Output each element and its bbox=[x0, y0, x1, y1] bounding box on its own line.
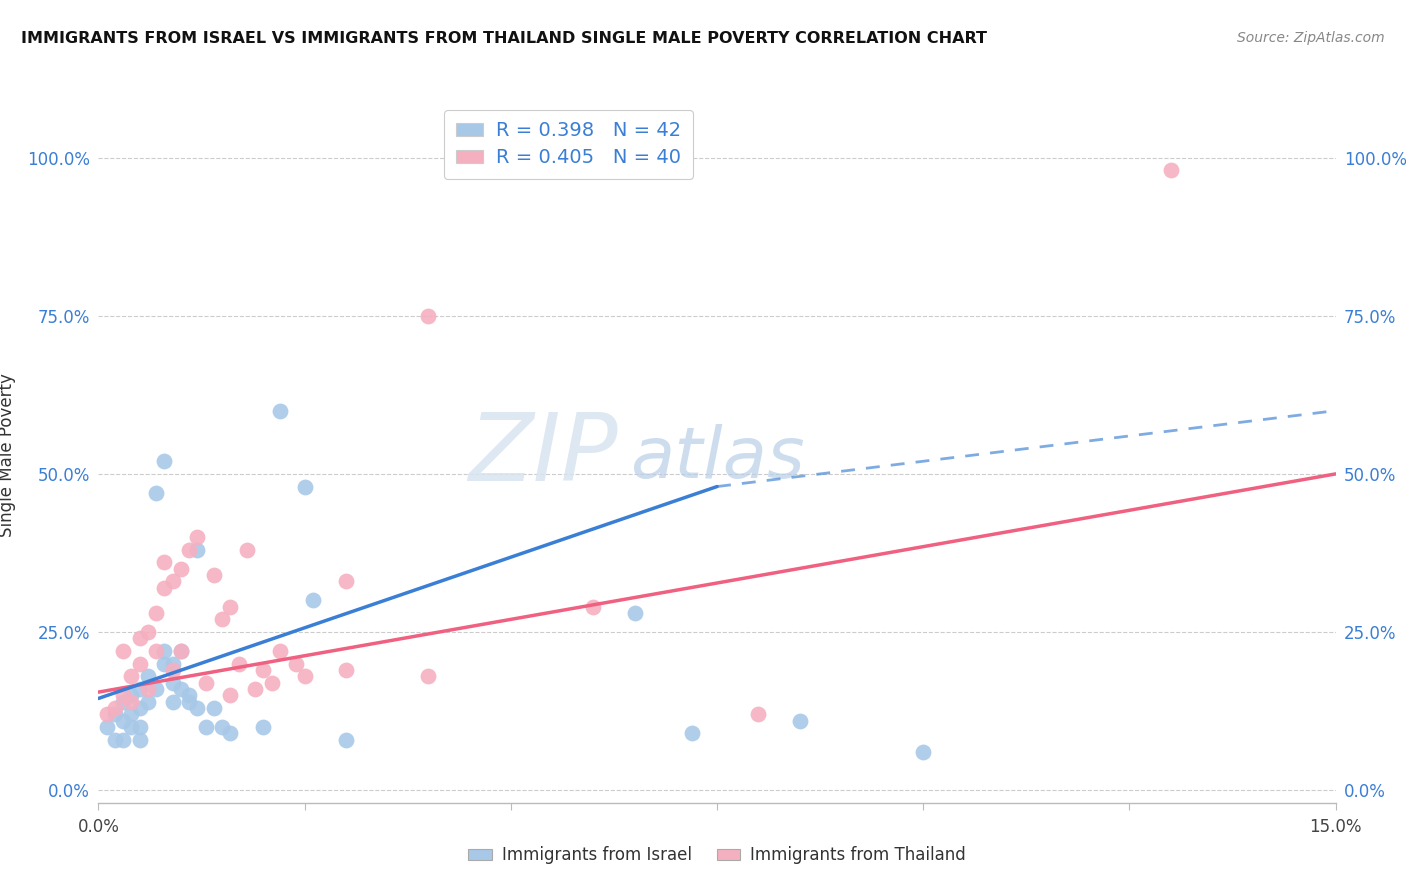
Point bbox=[335, 574, 357, 589]
Point bbox=[153, 644, 176, 658]
Point bbox=[1160, 163, 1182, 178]
Point bbox=[162, 574, 184, 589]
Point bbox=[335, 663, 357, 677]
Point bbox=[252, 663, 274, 677]
Point bbox=[96, 720, 118, 734]
Point bbox=[202, 568, 225, 582]
Point bbox=[128, 657, 150, 671]
Point bbox=[162, 663, 184, 677]
Point bbox=[120, 669, 142, 683]
Point bbox=[302, 593, 325, 607]
Point bbox=[170, 644, 193, 658]
Point bbox=[747, 707, 769, 722]
Legend: Immigrants from Israel, Immigrants from Thailand: Immigrants from Israel, Immigrants from … bbox=[461, 839, 973, 871]
Point bbox=[179, 542, 201, 557]
Point bbox=[128, 732, 150, 747]
Point bbox=[243, 681, 266, 696]
Point bbox=[912, 745, 935, 759]
Point bbox=[269, 644, 291, 658]
Point bbox=[128, 632, 150, 646]
Point bbox=[112, 688, 135, 702]
Point bbox=[335, 732, 357, 747]
Point bbox=[269, 403, 291, 417]
Point bbox=[104, 707, 127, 722]
Point bbox=[145, 681, 167, 696]
Point bbox=[294, 669, 316, 683]
Point bbox=[112, 732, 135, 747]
Point bbox=[145, 486, 167, 500]
Point bbox=[294, 479, 316, 493]
Point bbox=[153, 454, 176, 468]
Text: ZIP: ZIP bbox=[468, 409, 619, 500]
Text: Source: ZipAtlas.com: Source: ZipAtlas.com bbox=[1237, 31, 1385, 45]
Point bbox=[136, 681, 159, 696]
Point bbox=[104, 701, 127, 715]
Point bbox=[418, 669, 440, 683]
Point bbox=[145, 644, 167, 658]
Point bbox=[219, 599, 242, 614]
Point bbox=[96, 707, 118, 722]
Point bbox=[194, 675, 217, 690]
Point bbox=[236, 542, 259, 557]
Point bbox=[145, 606, 167, 620]
Point bbox=[153, 556, 176, 570]
Point bbox=[681, 726, 703, 740]
Point bbox=[582, 599, 605, 614]
Point bbox=[120, 695, 142, 709]
Point bbox=[170, 681, 193, 696]
Point bbox=[179, 688, 201, 702]
Point bbox=[219, 726, 242, 740]
Point bbox=[211, 720, 233, 734]
Point bbox=[789, 714, 811, 728]
Point bbox=[104, 732, 127, 747]
Point bbox=[128, 720, 150, 734]
Point bbox=[112, 644, 135, 658]
Point bbox=[202, 701, 225, 715]
Point bbox=[120, 688, 142, 702]
Point bbox=[112, 714, 135, 728]
Point bbox=[128, 681, 150, 696]
Point bbox=[162, 675, 184, 690]
Point bbox=[228, 657, 250, 671]
Point bbox=[186, 530, 208, 544]
Point bbox=[128, 701, 150, 715]
Point bbox=[285, 657, 308, 671]
Point bbox=[136, 669, 159, 683]
Point bbox=[136, 695, 159, 709]
Y-axis label: Single Male Poverty: Single Male Poverty bbox=[0, 373, 15, 537]
Point bbox=[194, 720, 217, 734]
Point bbox=[186, 701, 208, 715]
Point bbox=[162, 695, 184, 709]
Point bbox=[252, 720, 274, 734]
Point bbox=[162, 657, 184, 671]
Point bbox=[170, 562, 193, 576]
Point bbox=[186, 542, 208, 557]
Point bbox=[153, 581, 176, 595]
Text: IMMIGRANTS FROM ISRAEL VS IMMIGRANTS FROM THAILAND SINGLE MALE POVERTY CORRELATI: IMMIGRANTS FROM ISRAEL VS IMMIGRANTS FRO… bbox=[21, 31, 987, 46]
Point bbox=[120, 707, 142, 722]
Point bbox=[418, 309, 440, 323]
Text: atlas: atlas bbox=[630, 424, 806, 493]
Point bbox=[153, 657, 176, 671]
Point bbox=[260, 675, 283, 690]
Point bbox=[136, 625, 159, 640]
Point bbox=[179, 695, 201, 709]
Point bbox=[112, 695, 135, 709]
Point bbox=[219, 688, 242, 702]
Point bbox=[211, 612, 233, 626]
Point bbox=[120, 720, 142, 734]
Point bbox=[623, 606, 645, 620]
Point bbox=[170, 644, 193, 658]
